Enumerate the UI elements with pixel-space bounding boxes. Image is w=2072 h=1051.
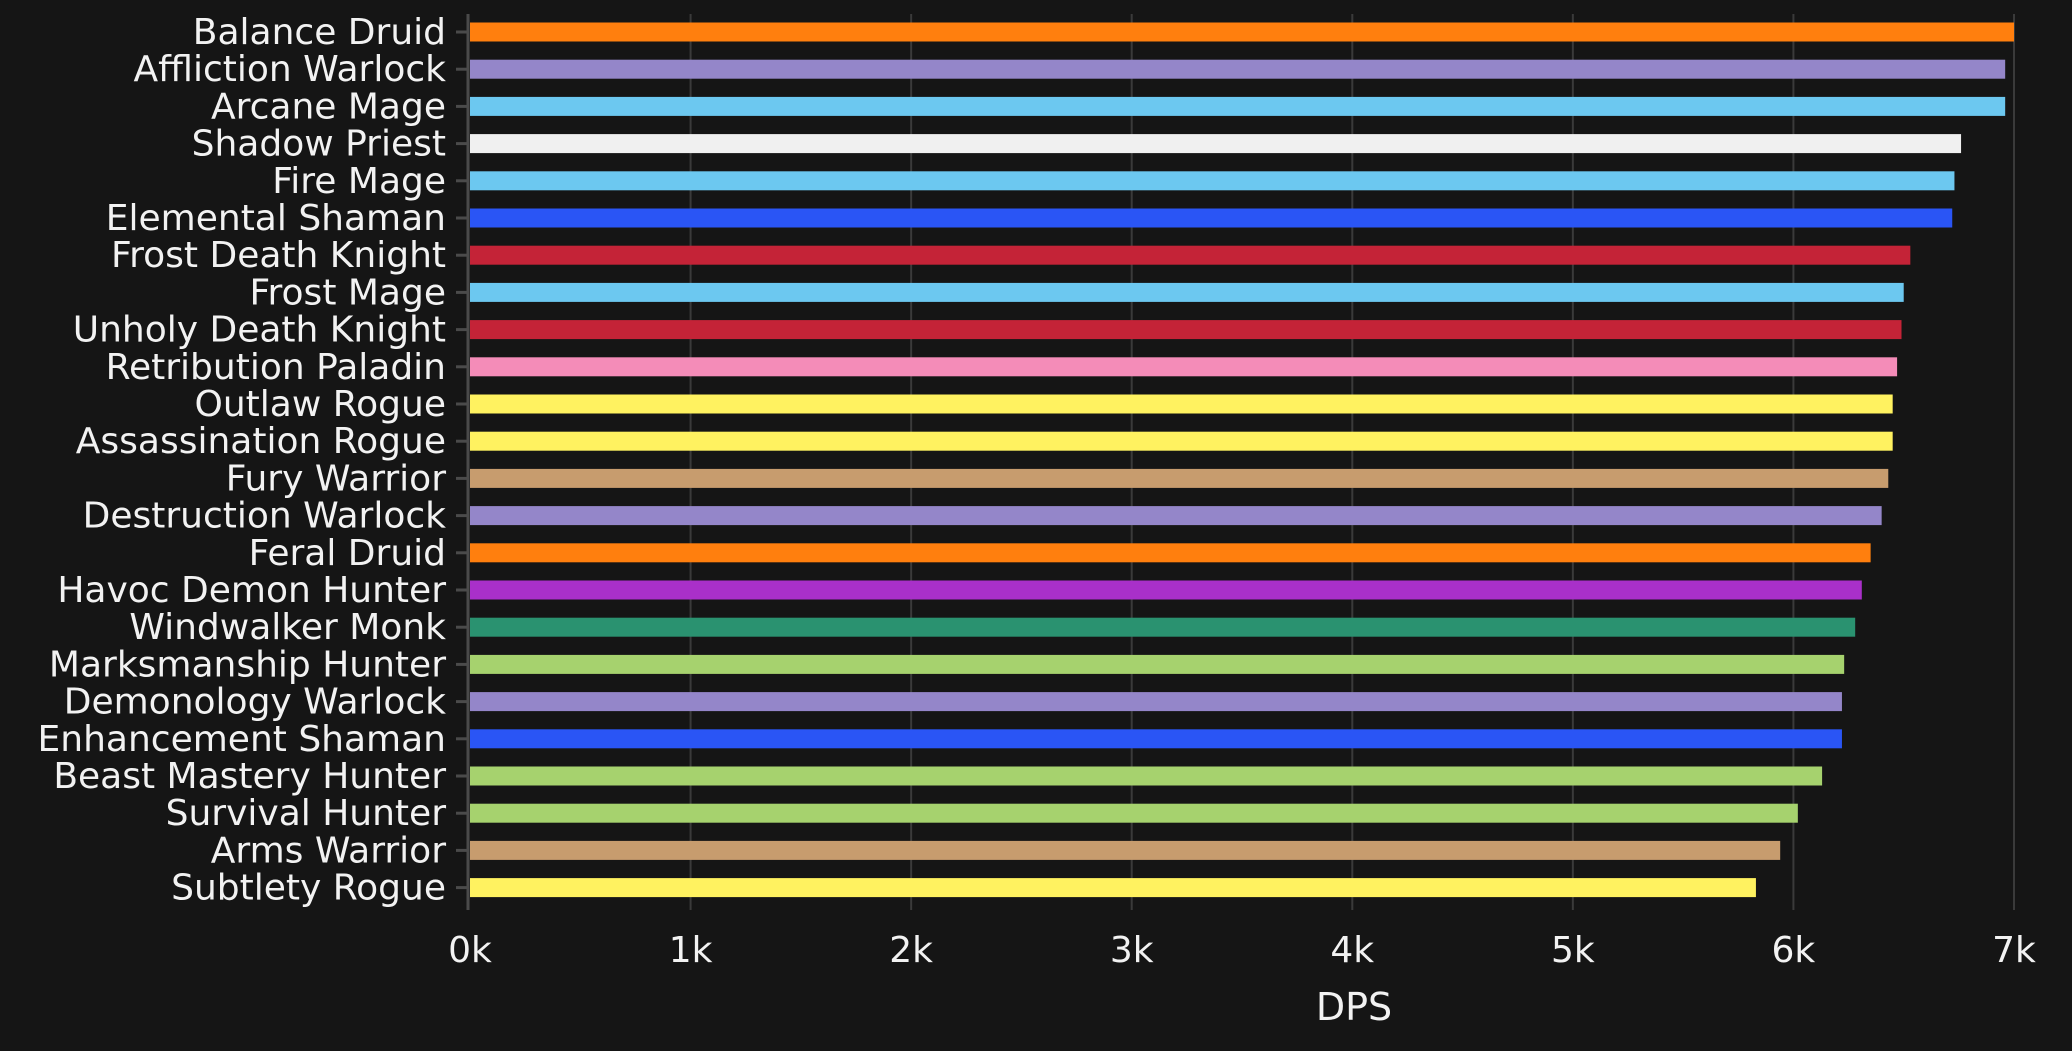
category-label: Elemental Shaman: [106, 198, 446, 239]
x-tick-label: 1k: [669, 930, 713, 971]
x-tick-label: 5k: [1551, 930, 1595, 971]
category-label: Unholy Death Knight: [73, 310, 446, 351]
bar-layer: [470, 22, 2014, 898]
x-tick-label: 4k: [1330, 930, 1374, 971]
category-label: Affliction Warlock: [134, 49, 447, 90]
bar: [470, 692, 1842, 712]
bar: [470, 878, 1756, 898]
bar: [470, 654, 1845, 674]
category-label: Fury Warrior: [226, 458, 446, 499]
bar: [470, 96, 2006, 116]
category-label: Frost Death Knight: [111, 235, 446, 276]
category-label: Feral Druid: [249, 533, 446, 574]
bar: [470, 208, 1953, 228]
category-label: Balance Druid: [193, 12, 446, 53]
category-label: Assassination Rogue: [76, 421, 446, 462]
bar: [470, 468, 1889, 488]
category-label: Marksmanship Hunter: [49, 644, 446, 685]
bar: [470, 22, 2014, 42]
category-label: Havoc Demon Hunter: [57, 570, 446, 611]
bar: [470, 59, 2006, 79]
bar: [470, 580, 1862, 600]
category-label: Enhancement Shaman: [38, 719, 446, 760]
category-label: Frost Mage: [249, 272, 446, 313]
bar: [470, 766, 1823, 786]
x-tick-label: 2k: [889, 930, 933, 971]
bar: [470, 729, 1842, 749]
category-label: Demonology Warlock: [64, 682, 446, 723]
category-label: Arms Warrior: [211, 830, 446, 871]
bar: [470, 803, 1798, 823]
grid-layer: [689, 14, 2015, 910]
category-label: Destruction Warlock: [83, 496, 447, 537]
bar: [470, 282, 1904, 302]
bar: [470, 506, 1882, 526]
bar: [470, 320, 1902, 340]
bar: [470, 394, 1893, 414]
category-label: Fire Mage: [272, 161, 446, 202]
bar: [470, 245, 1911, 265]
bar: [470, 431, 1893, 451]
category-label: Beast Mastery Hunter: [53, 756, 446, 797]
bar: [470, 543, 1871, 563]
category-label: Arcane Mage: [211, 86, 446, 127]
category-label: Windwalker Monk: [129, 607, 446, 648]
x-axis-title: DPS: [1316, 985, 1392, 1029]
category-label: Shadow Priest: [192, 124, 446, 165]
category-label: Survival Hunter: [166, 793, 447, 834]
bar: [470, 840, 1781, 860]
bar: [470, 134, 1962, 154]
bar: [470, 357, 1898, 377]
category-label: Subtlety Rogue: [171, 868, 446, 909]
x-tick-label: 7k: [1992, 930, 2036, 971]
bar: [470, 617, 1856, 637]
category-label: Retribution Paladin: [106, 347, 446, 388]
x-tick-label: 6k: [1772, 930, 1816, 971]
category-label: Outlaw Rogue: [195, 384, 446, 425]
axis-layer: 0k 1k 2k 3k 4k 5k 6k 7k: [448, 14, 2036, 971]
x-tick-label: 0k: [448, 930, 492, 971]
bar: [470, 171, 1955, 191]
x-tick-label: 3k: [1110, 930, 1154, 971]
